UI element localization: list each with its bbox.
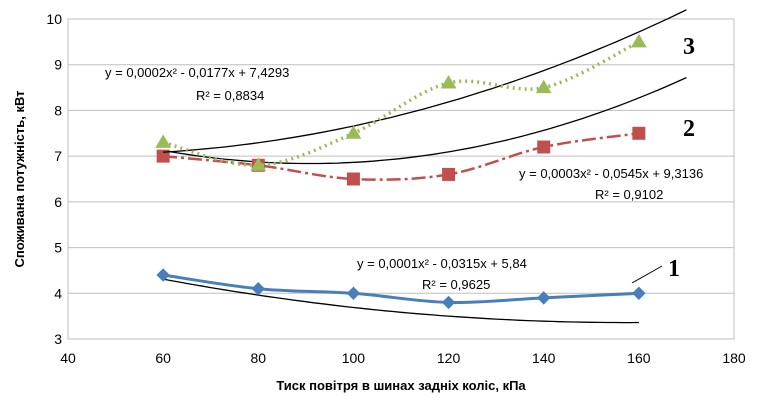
- series-3-point-1: [250, 157, 267, 171]
- series-1-point-4: [537, 291, 551, 305]
- y-tick-label: 8: [54, 102, 62, 118]
- x-tick-label: 160: [627, 350, 651, 366]
- series-3-point-2: [345, 125, 362, 139]
- y-tick-label: 6: [54, 194, 62, 210]
- series-1-point-5: [632, 286, 646, 300]
- series-1-point-1: [251, 282, 265, 296]
- y-tick-label: 7: [54, 148, 62, 164]
- series-2-point-0: [156, 149, 170, 163]
- curve-1-leader-line: [631, 265, 663, 284]
- series-3-equation: y = 0,0002x² - 0,0177x + 7,4293: [105, 65, 289, 80]
- x-tick-label: 180: [722, 350, 746, 366]
- series-2-point-5: [632, 126, 646, 140]
- plot-area-frame: [67, 18, 735, 340]
- y-tick-label: 10: [46, 11, 62, 27]
- series-1-equation: y = 0,0001x² - 0,0315x + 5,84: [357, 256, 527, 271]
- tick-layer: 3 4 5 6 7 8 9 10 40 60 80 100 120 140 160 180: [46, 11, 745, 366]
- series-3-point-4: [535, 79, 552, 94]
- series-2-trendline: [162, 77, 687, 165]
- y-tick-label: 5: [54, 240, 62, 256]
- series-2-line: [163, 132, 640, 181]
- x-tick-label: 40: [60, 350, 76, 366]
- series-3-line: [162, 40, 640, 168]
- series-3-point-0: [155, 134, 172, 148]
- x-axis-title: Тиск повітря в шинах задніх коліс, кПа: [276, 378, 526, 393]
- x-tick-label: 120: [437, 350, 461, 366]
- curve-3-label: 3: [683, 34, 695, 60]
- series-3: [155, 9, 687, 171]
- series-1-point-0: [156, 268, 170, 282]
- series-1-line: [162, 273, 639, 305]
- y-tick-label: 4: [54, 285, 62, 301]
- series-2-point-4: [537, 140, 551, 154]
- series-2-point-3: [442, 167, 456, 181]
- series-3-point-5: [630, 33, 647, 48]
- series-3-r2: R² = 0,8834: [196, 88, 264, 103]
- curve-2-label: 2: [683, 116, 695, 142]
- x-tick-label: 140: [532, 350, 556, 366]
- series-2-r2: R² = 0,9102: [595, 187, 663, 202]
- series-1-point-3: [441, 295, 456, 310]
- series-layer: [155, 9, 687, 324]
- y-tick-label: 9: [54, 57, 62, 73]
- x-tick-label: 60: [155, 350, 171, 366]
- x-tick-label: 80: [250, 350, 266, 366]
- series-3-point-3: [440, 75, 457, 89]
- series-2-equation: y = 0,0003x² - 0,0545x + 9,3136: [519, 166, 703, 181]
- curve-1-label: 1: [668, 256, 680, 282]
- y-tick-label: 3: [54, 331, 62, 347]
- series-3-trendline: [163, 9, 687, 153]
- series-2-point-2: [346, 172, 360, 186]
- series-1-trendline: [162, 278, 639, 324]
- series-1-r2: R² = 0,9625: [422, 277, 490, 292]
- y-axis-title: Споживана потужність, кВт: [12, 90, 27, 267]
- grid-layer: [68, 18, 734, 340]
- series-1-point-2: [346, 286, 361, 300]
- x-tick-label: 100: [342, 350, 366, 366]
- series-1: [156, 268, 646, 324]
